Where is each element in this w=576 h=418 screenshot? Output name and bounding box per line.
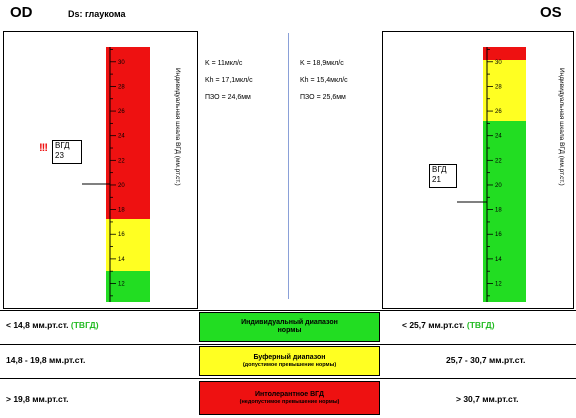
od-green-zone: [106, 271, 150, 302]
od-range-normal: < 14,8 мм.рт.ст. (ТВГД): [6, 320, 99, 330]
os-scale: 30 28 26 24 22 20 18 16 14 12: [457, 47, 526, 302]
od-yellow-zone: [106, 219, 150, 271]
intolerant-range-title: Интолерантное ВГД: [255, 390, 324, 398]
os-tick-label: 18: [495, 208, 502, 214]
od-tick-labels: 30 28 26 24 22 20 18 16 14 12: [118, 60, 125, 288]
os-tick-labels: 30 28 26 24 22 20 18 16 14 12: [495, 60, 502, 288]
od-label: OD: [10, 4, 33, 21]
os-tick-label: 30: [495, 60, 502, 66]
os-tick-label: 16: [495, 232, 502, 238]
center-divider: [288, 33, 289, 299]
od-tick-label: 16: [118, 232, 125, 238]
os-scale-title: Индивидуальная шкала ВГД (мм.рт.ст.): [558, 68, 565, 186]
od-vgd-box: ВГД 23: [52, 140, 82, 164]
os-label: OS: [540, 4, 562, 21]
os-range-normal-text: < 25,7 мм.рт.ст.: [402, 320, 465, 330]
os-params: K = 18,9мкл/с Kh = 15,4мкл/с ПЗО = 25,6м…: [300, 60, 348, 102]
os-tick-label: 12: [495, 282, 502, 288]
os-yellow-zone: [483, 60, 526, 121]
separator: [0, 344, 576, 345]
buffer-range-title: Буферный диапазон: [253, 353, 326, 361]
od-red-zone: [106, 47, 150, 219]
od-param: K = 11мкл/с: [205, 60, 243, 67]
od-range-normal-text: < 14,8 мм.рт.ст.: [6, 320, 69, 330]
od-scale-title: Индивидуальная шкала ВГД (мм.рт.ст.): [174, 68, 181, 186]
os-tick-label: 22: [495, 158, 502, 164]
od-params: K = 11мкл/с Kh = 17,1мкл/с ПЗО = 24,6мм: [205, 60, 253, 102]
normal-range-title: Индивидуальный диапазон нормы: [241, 319, 338, 334]
od-scale: 30 28 26 24 22 20 18 16 14 12: [82, 47, 150, 302]
od-vgd-value: 23: [55, 151, 64, 160]
normal-range-band: Индивидуальный диапазон нормы: [199, 312, 380, 342]
od-panel: 30 28 26 24 22 20 18 16 14 12 !!! ВГД 23 Индивиду…: [3, 31, 198, 309]
os-green-zone: [483, 121, 526, 302]
od-tick-label: 24: [118, 134, 125, 140]
od-vgd-alert: !!!: [39, 142, 48, 154]
os-tick-label: 26: [495, 109, 502, 115]
os-param: ПЗО = 25,6мм: [300, 94, 346, 101]
os-vgd-box: ВГД 21: [429, 164, 457, 188]
od-vgd-label: ВГД: [55, 141, 70, 150]
buffer-range-band: Буферный диапазон (допустимое превышение…: [199, 346, 380, 376]
os-range-buffer: 25,7 - 30,7 мм.рт.ст.: [446, 355, 526, 365]
od-tick-label: 30: [118, 60, 125, 66]
buffer-range-note: (допустимое превышение нормы): [242, 361, 337, 368]
od-range-buffer: 14,8 - 19,8 мм.рт.ст.: [6, 355, 86, 365]
os-tick-label: 14: [495, 257, 502, 263]
os-vgd-label: ВГД: [432, 165, 447, 174]
separator: [0, 378, 576, 379]
od-tick-marks: [110, 49, 116, 297]
od-tick-label: 20: [118, 183, 125, 189]
os-range-intolerant: > 30,7 мм.рт.ст.: [456, 394, 519, 404]
os-panel: 30 28 26 24 22 20 18 16 14 12 ВГД 21 Индивидуальн…: [382, 31, 574, 309]
od-tick-label: 18: [118, 208, 125, 214]
od-param: ПЗО = 24,6мм: [205, 94, 251, 101]
os-tick-label: 28: [495, 84, 502, 90]
od-tick-label: 28: [118, 84, 125, 90]
separator: [0, 310, 576, 311]
intolerant-range-note: (недопустимое превышение нормы): [239, 398, 340, 405]
os-tvgd-label: (ТВГД): [466, 320, 495, 330]
intolerant-range-band: Интолерантное ВГД (недопустимое превышен…: [199, 381, 380, 415]
os-param: Kh = 15,4мкл/с: [300, 77, 348, 84]
os-tick-label: 20: [495, 183, 502, 189]
od-tick-label: 26: [118, 109, 125, 115]
od-tick-label: 14: [118, 257, 125, 263]
os-range-normal: < 25,7 мм.рт.ст. (ТВГД): [402, 320, 495, 330]
os-param: K = 18,9мкл/с: [300, 60, 344, 67]
od-range-intolerant: > 19,8 мм.рт.ст.: [6, 394, 69, 404]
os-tick-label: 24: [495, 134, 502, 140]
os-red-zone: [483, 47, 526, 60]
od-param: Kh = 17,1мкл/с: [205, 77, 253, 84]
diagnosis-label: Ds: глаукома: [68, 9, 126, 19]
od-tick-label: 12: [118, 282, 125, 288]
os-vgd-value: 21: [432, 175, 441, 184]
od-tick-label: 22: [118, 158, 125, 164]
os-tick-marks: [487, 49, 493, 297]
od-tvgd-label: (ТВГД): [70, 320, 99, 330]
